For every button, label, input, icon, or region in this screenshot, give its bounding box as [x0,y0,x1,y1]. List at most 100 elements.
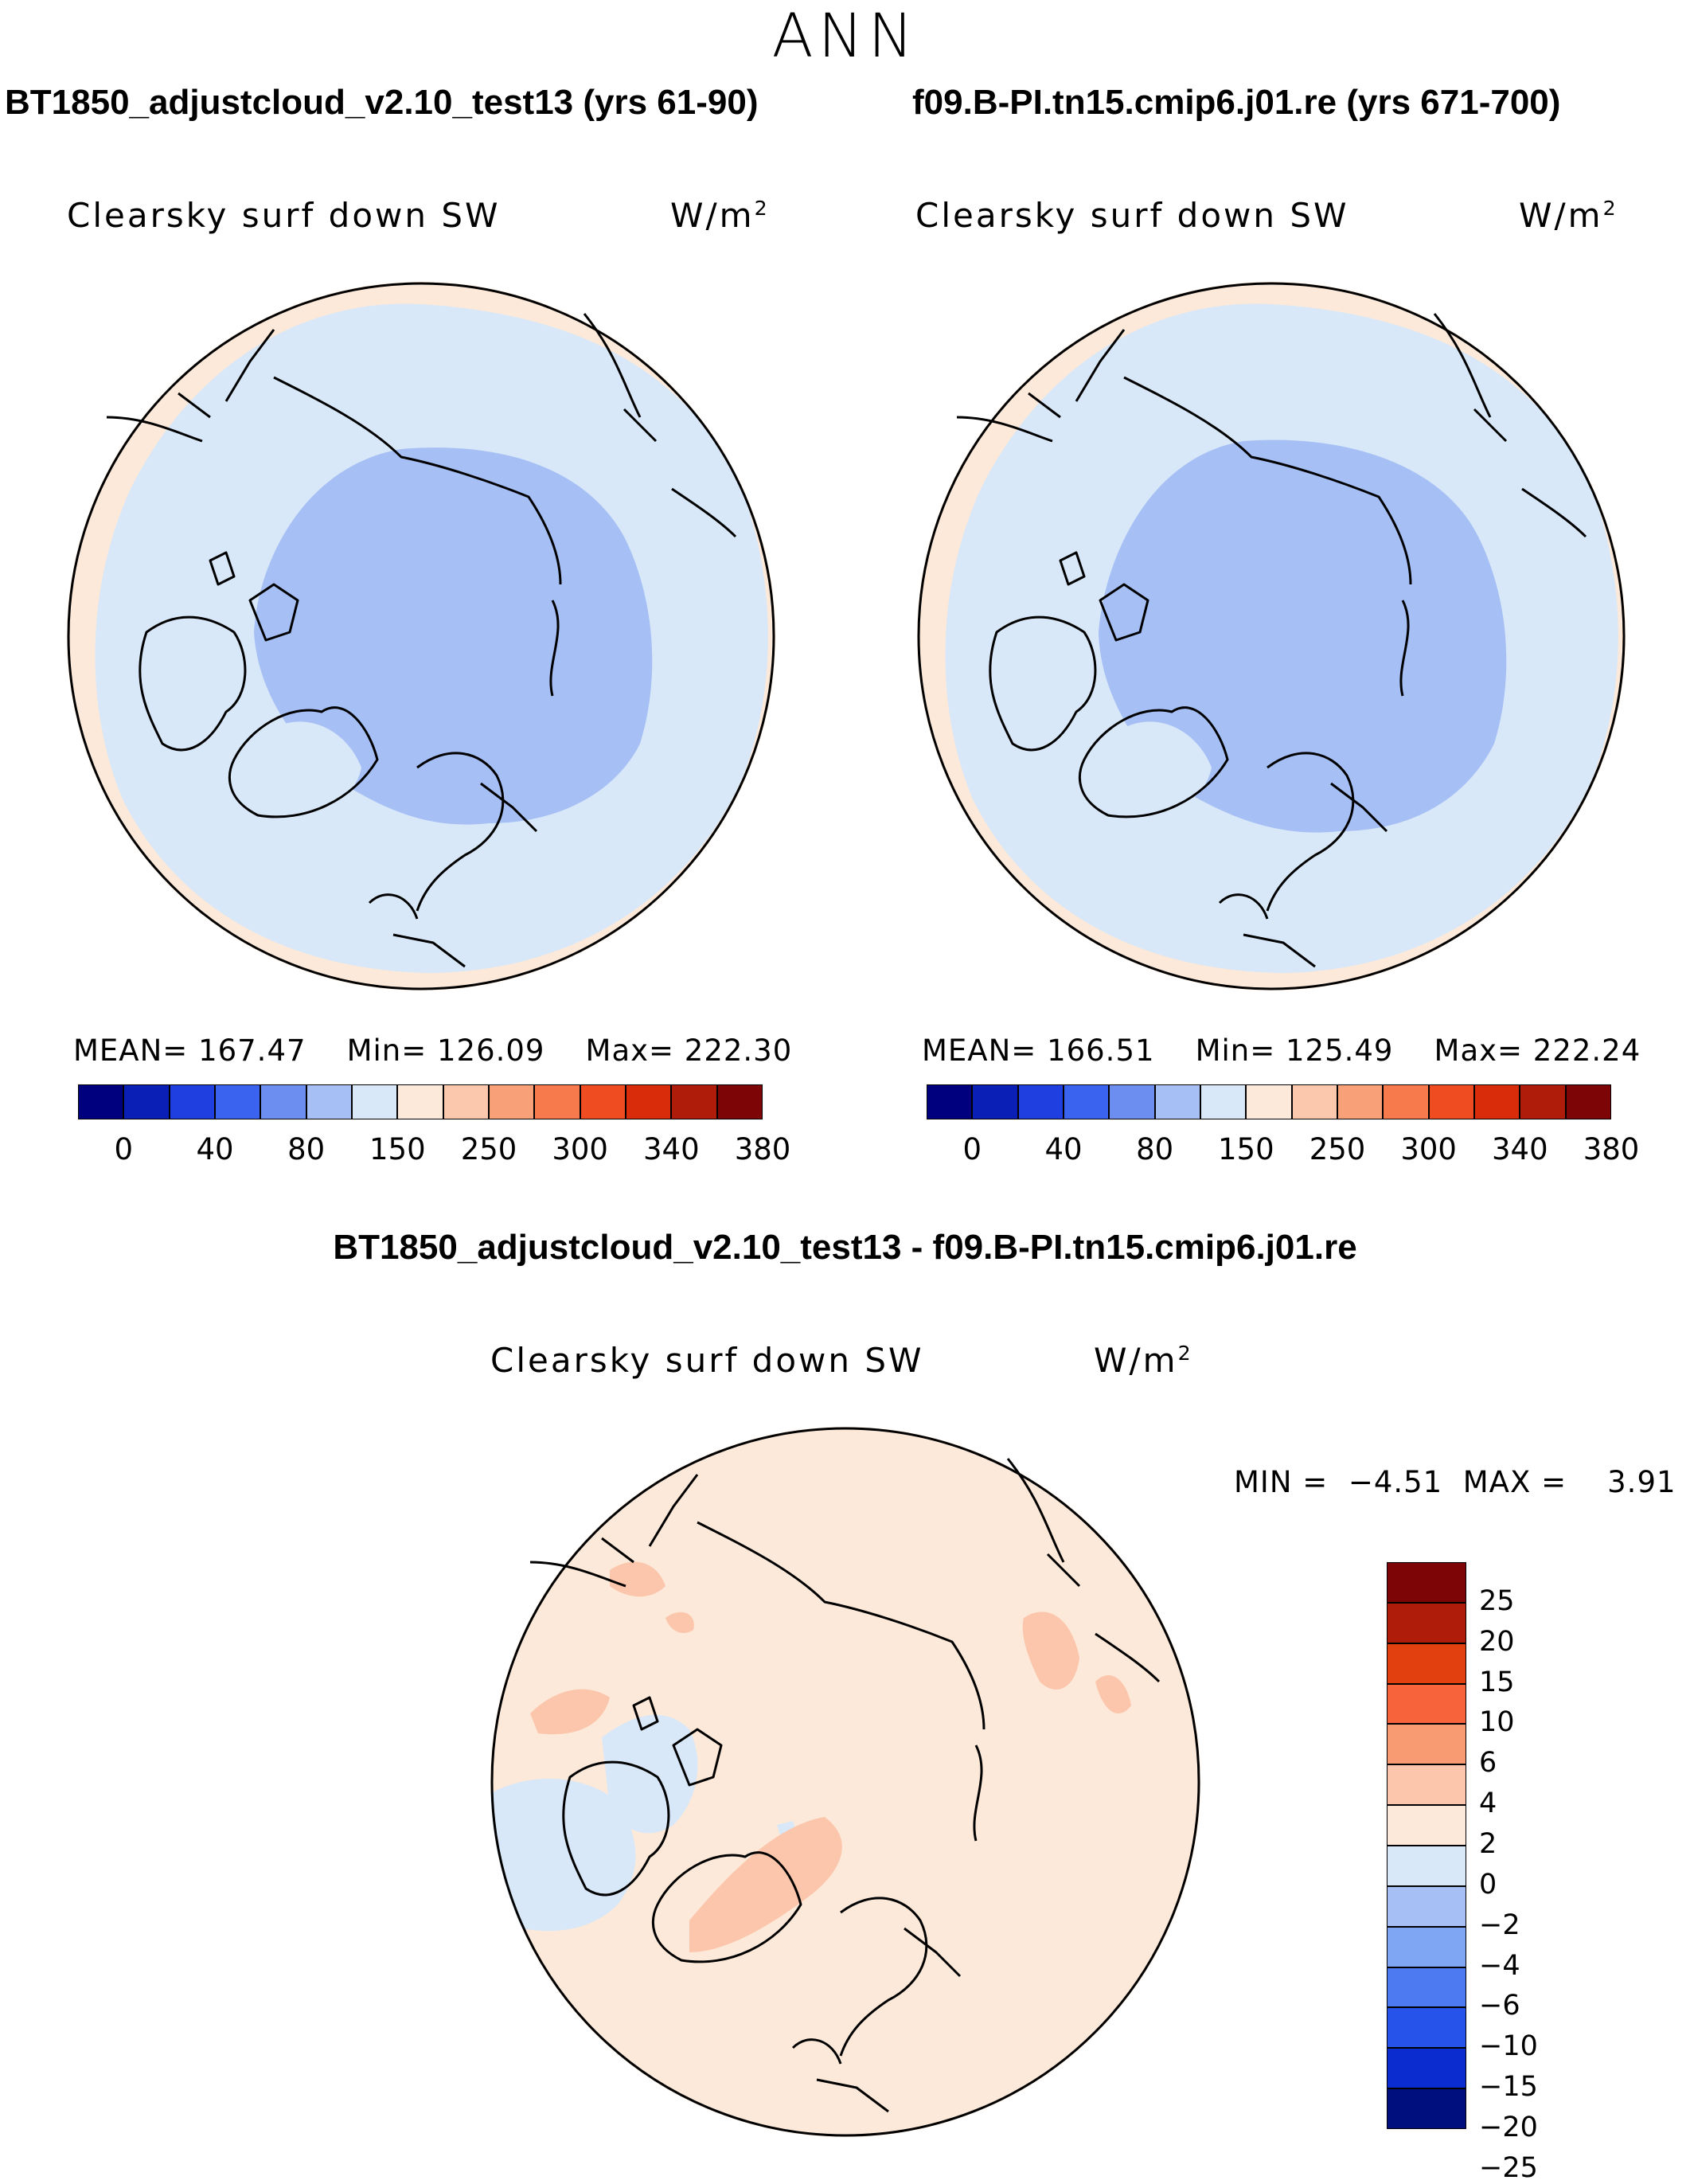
colorbar-swatch [397,1084,443,1119]
colorbar-tick-label: 300 [1400,1132,1457,1166]
colorbar-swatch [78,1084,124,1119]
colorbar-swatch [352,1084,398,1119]
diff-colorbar [1387,1562,1466,2129]
colorbar-swatch [1017,1084,1064,1119]
colorbar-swatch [1474,1084,1520,1119]
colorbar-swatch [1387,1602,1466,1643]
colorbar-tick-label: −10 [1479,2030,1538,2063]
colorbar-swatch [260,1084,306,1119]
panel2-colorbar [927,1084,1611,1119]
colorbar-tick-label: 10 [1479,1706,1515,1739]
colorbar-swatch [169,1084,215,1119]
greenland-lowband [1106,721,1212,814]
colorbar-swatch [1387,1764,1466,1806]
colorbar-swatch [1337,1084,1384,1119]
diff-pos-1 [689,1817,842,1952]
colorbar-tick-label: −20 [1479,2112,1538,2143]
colorbar-tick-label: −4 [1479,1949,1520,1982]
diff-map [490,1427,1200,2137]
colorbar-swatch [215,1084,261,1119]
colorbar-swatch [1387,1926,1466,1967]
diff-variable: Clearsky surf down SW [490,1341,924,1380]
colorbar-tick-label: 80 [1136,1132,1174,1166]
colorbar-tick-label: −15 [1479,2071,1538,2104]
diff-pos-5 [1022,1612,1079,1690]
colorbar-tick-label: 300 [552,1132,608,1166]
panel1-stats: MEAN= 167.47 Min= 126.09 Max= 222.30 [73,1033,793,1068]
diff-case-label: BT1850_adjustcloud_v2.10_test13 - f09.B-… [333,1228,1357,1267]
panel1-colorbar [78,1084,763,1119]
panel2-map [917,282,1626,990]
colorbar-swatch [1387,2007,1466,2049]
colorbar-swatch [1387,1967,1466,2008]
colorbar-tick-label: 380 [1583,1132,1640,1166]
colorbar-tick-label: −6 [1479,1990,1520,2022]
coastline-europe [1218,893,1316,968]
colorbar-swatch [534,1084,580,1119]
diff-pos-2 [530,1689,610,1735]
diff-pos-6 [1095,1674,1131,1713]
colorbar-swatch [1520,1084,1566,1119]
coastline-greenland [652,1851,802,1963]
diff-base [490,1427,1200,2137]
panel1-colorbar-ticks: 0 40 80 150 250 300 340 380 [78,1132,791,1167]
colorbar-tick-label: −2 [1479,1909,1520,1941]
coastline-alaska [529,1474,699,1588]
colorbar-tick-label: 150 [369,1132,426,1166]
colorbar-swatch [123,1084,170,1119]
panel1-variable: Clearsky surf down SW [67,196,501,235]
colorbar-swatch [1387,1683,1466,1725]
map-inner-zone [1099,440,1507,833]
colorbar-tick-label: 40 [1044,1132,1083,1166]
diff-pos-3 [610,1561,665,1597]
coastline-europe [368,893,466,968]
colorbar-tick-label: 0 [962,1132,982,1166]
colorbar-tick-label: 250 [1309,1132,1366,1166]
diff-units: W/m2 [1094,1341,1193,1380]
coastline-canada [989,551,1149,752]
panel2-stats: MEAN= 166.51 Min= 125.49 Max= 222.24 [922,1033,1641,1068]
coastline-greenland [228,706,379,819]
coastline-scandinavia [1266,752,1388,912]
panel2-units: W/m2 [1519,196,1618,235]
colorbar-tick-label: 250 [460,1132,517,1166]
colorbar-swatch [626,1084,672,1119]
colorbar-swatch [972,1084,1018,1119]
colorbar-tick-label: 4 [1479,1787,1497,1820]
coastline-canada [562,1696,723,1897]
colorbar-swatch [1387,1846,1466,1886]
colorbar-tick-label: 150 [1218,1132,1274,1166]
panel1-map [67,282,775,990]
colorbar-tick-label: 80 [287,1132,326,1166]
coastline-scandinavia [839,1897,962,2057]
panel1-case-label: BT1850_adjustcloud_v2.10_test13 (yrs 61-… [5,83,759,122]
coastline-scandinavia [416,752,538,912]
colorbar-tick-label: −25 [1479,2151,1538,2184]
coastline-canada [139,551,299,752]
coastline-europe [791,2038,889,2113]
colorbar-tick-label: 40 [196,1132,234,1166]
coastline-asia-east [583,313,737,538]
greenland-lowband [256,721,361,814]
colorbar-tick-label: 340 [1492,1132,1548,1166]
colorbar-tick-label: 15 [1479,1666,1515,1698]
colorbar-swatch [927,1084,973,1119]
colorbar-tick-label: 2 [1479,1828,1497,1860]
coastline-siberia [697,1521,986,1842]
coastline-asia-east [1433,313,1587,538]
diff-neg-canada [490,1778,636,1932]
colorbar-swatch [1387,1643,1466,1684]
colorbar-swatch [1387,1885,1466,1927]
diff-pos-4 [665,1612,694,1634]
colorbar-swatch [1387,1562,1466,1603]
colorbar-swatch [1387,1805,1466,1846]
colorbar-swatch [1387,2048,1466,2089]
diff-colorbar-ticks: 25 20 15 10 6 4 2 0 −2 −4 −6 −10 −15 −20 −25 [1479,1562,1575,2184]
coastline-alaska [956,329,1126,443]
colorbar-swatch [489,1084,535,1119]
colorbar-swatch [1565,1084,1611,1119]
colorbar-swatch [580,1084,626,1119]
figure-title: ANN [771,0,919,71]
panel2-colorbar-ticks: 0 40 80 150 250 300 340 380 [927,1132,1640,1167]
colorbar-swatch [443,1084,489,1119]
